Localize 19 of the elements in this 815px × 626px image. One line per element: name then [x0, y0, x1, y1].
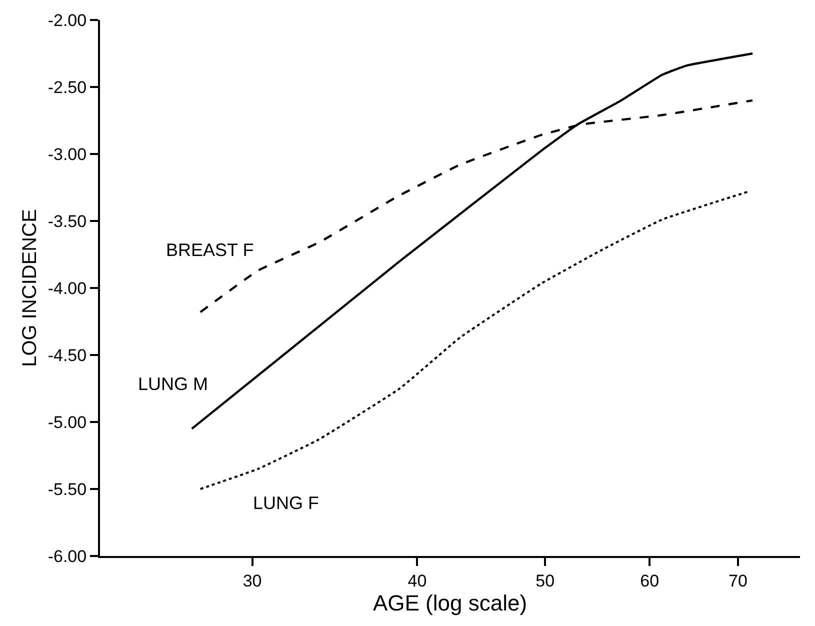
y-tick-label: -2.00 [48, 10, 87, 30]
x-axis-title: AGE (log scale) [372, 590, 528, 616]
y-tick-label: -2.50 [48, 78, 87, 97]
x-tick-label: 40 [408, 571, 427, 590]
x-tick-label: 60 [640, 571, 660, 590]
y-axis-title: LOG INCIDENCE [18, 209, 41, 367]
series-label: LUNG M [138, 374, 208, 394]
series-label: BREAST F [166, 240, 254, 260]
series-label: LUNG F [253, 493, 320, 513]
y-tick-label: -5.00 [48, 412, 87, 432]
y-tick-label: -4.50 [48, 346, 87, 365]
y-tick-label: -6.00 [48, 546, 87, 566]
y-tick-label: -4.00 [48, 278, 87, 298]
x-tick-label: 70 [728, 571, 748, 590]
y-tick-label: -3.00 [48, 144, 87, 164]
y-tick-label: -5.50 [48, 480, 87, 499]
y-tick-label: -3.50 [48, 212, 87, 231]
x-tick-label: 50 [536, 571, 555, 590]
x-tick-label: 30 [242, 571, 262, 590]
